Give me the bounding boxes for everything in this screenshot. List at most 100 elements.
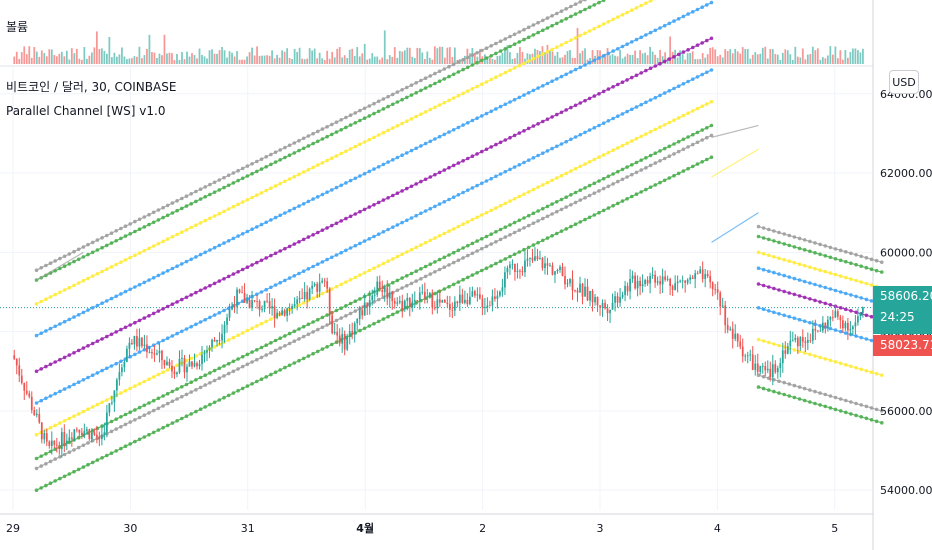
current-price-value: 58606.20 <box>880 289 932 303</box>
candle-body <box>60 432 63 449</box>
volume-bar <box>781 52 784 64</box>
candle-body <box>754 363 757 370</box>
candle-body <box>716 289 719 293</box>
volume-bar <box>438 46 441 64</box>
volume-bar <box>721 57 724 64</box>
candle-body <box>198 363 201 367</box>
candle-body <box>391 292 394 302</box>
volume-bar <box>113 52 116 64</box>
candle-body <box>406 297 409 301</box>
candle-body <box>158 350 161 354</box>
candle-body <box>691 277 694 279</box>
candle-body <box>128 342 131 349</box>
candle-body <box>156 353 158 355</box>
candle-body <box>40 422 43 440</box>
volume-bar <box>421 52 424 64</box>
volume-bar <box>847 57 849 64</box>
candle-body <box>566 283 569 285</box>
candle-body <box>436 299 439 309</box>
candle-body <box>181 358 183 359</box>
candle-body <box>318 282 321 292</box>
volume-bar <box>511 58 514 64</box>
volume-bar <box>33 47 36 64</box>
volume-bar <box>629 54 631 64</box>
candle-body <box>141 337 143 347</box>
volume-bar <box>746 48 749 64</box>
candle-body <box>346 336 349 350</box>
volume-bar <box>271 50 273 64</box>
candle-body <box>799 337 802 347</box>
volume-bar <box>85 58 88 64</box>
candle-body <box>674 283 677 290</box>
y-tick-label: 56000.00 <box>880 405 932 418</box>
candle-body <box>714 289 717 290</box>
candle-body <box>814 328 817 331</box>
candle-body <box>388 292 391 299</box>
currency-button[interactable]: USD <box>889 70 919 94</box>
volume-bar <box>226 57 228 64</box>
volume-bar <box>38 56 41 64</box>
candle-body <box>509 264 511 269</box>
channel-dots <box>34 0 657 306</box>
candle-body <box>73 429 76 439</box>
volume-bar <box>448 47 451 64</box>
volume-bar <box>411 56 414 64</box>
volume-bar <box>839 50 842 64</box>
candle-body <box>694 273 697 279</box>
volume-bar <box>766 58 769 64</box>
candle-body <box>18 365 21 376</box>
volume-bar <box>168 52 171 64</box>
candle-body <box>136 336 138 347</box>
volume-bar <box>178 59 181 64</box>
volume-bar <box>78 58 81 64</box>
volume-bar <box>724 49 727 64</box>
volume-bar <box>799 57 802 64</box>
candle-body <box>599 305 601 308</box>
candle-body <box>504 272 506 288</box>
candle-body <box>591 290 594 303</box>
candle-body <box>701 269 704 280</box>
candle-body <box>589 290 591 301</box>
volume-bar <box>336 48 339 64</box>
x-tick-label: 4 <box>714 522 721 535</box>
candle-body <box>161 350 163 361</box>
volume-bar <box>228 51 231 64</box>
candle-body <box>118 372 121 380</box>
candle-body <box>458 294 461 304</box>
volume-bar <box>451 56 454 64</box>
candle-body <box>331 315 334 334</box>
volume-bar <box>15 51 18 64</box>
volume-bar <box>176 53 178 64</box>
candle-body <box>291 306 294 310</box>
candle-body <box>516 270 519 272</box>
volume-bar <box>401 51 404 64</box>
volume-bar <box>381 57 384 64</box>
candle-body <box>226 317 228 325</box>
candle-body <box>146 344 148 353</box>
volume-bar <box>741 47 744 64</box>
volume-bar <box>68 59 71 64</box>
candle-body <box>126 348 128 362</box>
candle-body <box>521 271 524 273</box>
volume-bar <box>423 58 426 64</box>
volume-bar <box>711 47 714 64</box>
candle-body <box>481 298 484 308</box>
volume-bar <box>631 54 634 64</box>
volume-bar <box>849 52 852 64</box>
channel-dots <box>756 224 884 265</box>
volume-bar <box>70 48 73 64</box>
candle-body <box>43 433 46 440</box>
candle-body <box>183 358 186 373</box>
candle-body <box>50 440 53 447</box>
candle-body <box>664 276 667 280</box>
volume-bar <box>55 56 58 64</box>
channel-lines <box>34 0 884 492</box>
candle-body <box>681 280 684 282</box>
volume-bar <box>263 55 266 64</box>
candle-body <box>784 350 787 354</box>
y-tick-label: 62000.00 <box>880 167 932 180</box>
volume-bar <box>100 48 103 64</box>
candle-body <box>176 372 178 375</box>
volume-bar <box>403 50 406 64</box>
